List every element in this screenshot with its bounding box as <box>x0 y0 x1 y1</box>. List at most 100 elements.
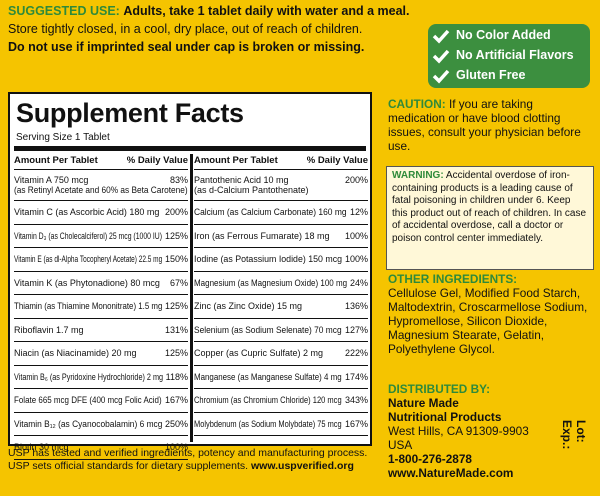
nutrient-text: Biotin 30 mcg <box>14 442 69 453</box>
nutrient-row: Magnesium (as Magnesium Oxide) 100 mg 24% <box>194 272 368 295</box>
lot-exp: Lot: Exp.: <box>560 420 594 470</box>
phone: 1-800-276-2878 <box>388 452 472 466</box>
daily-value: 100% <box>164 442 188 453</box>
daily-value: 125% <box>164 348 188 359</box>
facts-column: Amount Per Tablet % Daily Value Vitamin A … <box>14 154 188 460</box>
suggested-use: SUGGESTED USE: Adults, take 1 tablet dai… <box>8 4 410 18</box>
facts-title: Supplement Facts <box>16 98 244 128</box>
claims-box <box>428 24 590 88</box>
nutrient-text: Vitamin E (as dl-Alpha Tocopheryl Acetat… <box>14 254 162 265</box>
column-header: Amount Per Tablet % Daily Value <box>14 154 188 170</box>
nutrient-text: Niacin (as Niacinamide) 20 mg <box>14 348 137 359</box>
web: www.NatureMade.com <box>388 466 514 480</box>
nutrient-name: Vitamin K (as Phytonadione) 80 mcg <box>14 278 167 288</box>
nutrient-name: Vitamin B₆ (as Pyridoxine Hydrochloride)… <box>14 372 163 382</box>
nutrient-line: Zinc (as Zinc Oxide) 15 mg 136% <box>194 301 368 311</box>
nutrient-name: Calcium (as Calcium Carbonate) 160 mg <box>194 207 347 217</box>
nutrient-text: Vitamin K (as Phytonadione) 80 mcg <box>14 277 160 288</box>
nutrient-row: Riboflavin 1.7 mg 131% <box>14 319 188 342</box>
daily-value: 125% <box>164 230 188 241</box>
nutrient-name: Zinc (as Zinc Oxide) 15 mg <box>194 301 342 311</box>
nutrient-text: Vitamin C (as Ascorbic Acid) 180 mg <box>14 207 160 218</box>
nutrient-line: Copper (as Cupric Sulfate) 2 mg 222% <box>194 348 368 358</box>
nutrient-name: Thiamin (as Thiamine Mononitrate) 1.5 mg <box>14 301 162 311</box>
nutrient-row: Calcium (as Calcium Carbonate) 160 mg 12% <box>194 201 368 225</box>
nutrient-text: Thiamin (as Thiamine Mononitrate) 1.5 mg <box>14 301 162 312</box>
warning-box: WARNING: Accidental overdose of iron-con… <box>386 166 594 270</box>
daily-value: 100% <box>344 230 368 241</box>
text: Adults, take 1 tablet daily with water a… <box>123 4 410 18</box>
nutrient-text: Pantothenic Acid 10 mg <box>194 175 289 185</box>
nutrient-text: Iron (as Ferrous Fumarate) 18 mg <box>194 230 330 241</box>
daily-value: 150% <box>164 254 188 265</box>
nutrient-name: Biotin 30 mcg <box>14 442 162 452</box>
daily-value: 83% <box>169 175 188 185</box>
nutrient-row: Niacin (as Niacinamide) 20 mg 125% <box>14 342 188 366</box>
nutrient-row: Copper (as Cupric Sulfate) 2 mg 222% <box>194 342 368 366</box>
nutrient-line: Vitamin A 750 mcg 83% <box>14 175 188 185</box>
nutrient-name: Riboflavin 1.7 mg <box>14 325 162 335</box>
label: CAUTION: <box>388 97 446 111</box>
nutrient-row: Selenium (as Sodium Selenate) 70 mcg 127% <box>194 319 368 342</box>
nutrient-name: Niacin (as Niacinamide) 20 mg <box>14 348 162 358</box>
nutrient-row: Iron (as Ferrous Fumarate) 18 mg 100% <box>194 225 368 248</box>
supplement-facts: Supplement Facts Serving Size 1 Tablet A… <box>8 92 372 460</box>
nutrient-name: Vitamin D₃ (as Cholecalciferol) 25 mcg (… <box>14 231 162 241</box>
nutrient-line: Chromium (as Chromium Chloride) 120 mcg 3… <box>194 395 368 405</box>
name: Nature Made <box>388 396 459 410</box>
daily-value: 12% <box>349 207 368 218</box>
source-text: (as d-Calcium Pantothenate) <box>194 185 309 195</box>
distributor: DISTRIBUTED BY: Nature Made Nutritional … <box>388 382 593 480</box>
text: If you are taking medication or have blo… <box>388 97 581 153</box>
nutrient-name: Vitamin A 750 mcg <box>14 175 167 185</box>
nutrient-row: Vitamin E (as dl-Alpha Tocopheryl Acetat… <box>14 248 188 272</box>
facts-column: Amount Per Tablet % Daily Value Pantotheni… <box>194 154 368 436</box>
nutrient-line: Thiamin (as Thiamine Mononitrate) 1.5 mg… <box>14 301 188 311</box>
daily-value: 167% <box>164 395 188 406</box>
nutrient-name: Molybdenum (as Sodium Molybdate) 75 mcg <box>194 419 342 429</box>
nutrient-name: Vitamin E (as dl-Alpha Tocopheryl Acetat… <box>14 254 162 264</box>
nutrient-line: Biotin 30 mcg 100% <box>14 442 188 452</box>
nutrient-text: Copper (as Cupric Sulfate) 2 mg <box>194 348 324 359</box>
daily-value: 125% <box>164 301 188 312</box>
label: WARNING: <box>392 170 444 181</box>
daily-value: 343% <box>344 395 368 406</box>
claim: Gluten Free <box>456 68 526 82</box>
nutrient-name: Pantothenic Acid 10 mg <box>194 175 342 185</box>
nutrient-row: Molybdenum (as Sodium Molybdate) 75 mcg 1… <box>194 413 368 436</box>
claims: No Color Added No Artificial Flavors Glute… <box>456 27 574 87</box>
nutrient-name: Copper (as Cupric Sulfate) 2 mg <box>194 348 342 358</box>
usp-line: USP sets official standards for dietary … <box>8 460 354 472</box>
nutrient-row: Folate 665 mcg DFE (400 mcg Folic Acid) 1… <box>14 389 188 413</box>
nutrient-name: Magnesium (as Magnesium Oxide) 100 mg <box>194 278 347 288</box>
nutrient-text: Molybdenum (as Sodium Molybdate) 75 mcg <box>194 418 342 429</box>
nutrient-row: Vitamin K (as Phytonadione) 80 mcg 67% <box>14 272 188 295</box>
nutrient-row: Pantothenic Acid 10 mg 200% (as d-Calcium … <box>194 170 368 201</box>
name: Nutritional Products <box>388 410 502 424</box>
nutrient-name: Vitamin C (as Ascorbic Acid) 180 mg <box>14 207 162 217</box>
nutrient-text: Vitamin B₆ (as Pyridoxine Hydrochloride)… <box>14 371 163 382</box>
text: Cellulose Gel, Modified Food Starch, Mal… <box>388 286 588 356</box>
nutrient-row: Vitamin A 750 mcg 83% (as Retinyl Acetate … <box>14 170 188 201</box>
nutrient-line: Magnesium (as Magnesium Oxide) 100 mg 24% <box>194 278 368 288</box>
nutrient-line: Molybdenum (as Sodium Molybdate) 75 mcg 1… <box>194 419 368 429</box>
daily-value: 127% <box>344 324 368 335</box>
rule <box>14 146 366 151</box>
claim: No Color Added <box>456 28 551 42</box>
daily-value: 167% <box>344 418 368 429</box>
nutrient-row: Zinc (as Zinc Oxide) 15 mg 136% <box>194 295 368 319</box>
nutrient-row: Vitamin B₁₂ (as Cyanocobalamin) 6 mcg 250… <box>14 413 188 436</box>
daily-value: 200% <box>344 175 368 185</box>
usp-line: USP has tested and verified ingredients,… <box>8 447 368 459</box>
header-dv: % Daily Value <box>306 155 368 166</box>
nutrient-name: Manganese (as Manganese Sulfate) 4 mg <box>194 372 342 382</box>
nutrient-line: Iron (as Ferrous Fumarate) 18 mg 100% <box>194 231 368 241</box>
nutrient-source: (as Retinyl Acetate and 60% as Beta Caro… <box>14 185 188 195</box>
nutrient-name: Chromium (as Chromium Chloride) 120 mcg <box>194 395 342 405</box>
nutrient-line: Iodine (as Potassium Iodide) 150 mcg 100% <box>194 254 368 264</box>
daily-value: 67% <box>169 277 188 288</box>
nutrient-line: Folate 665 mcg DFE (400 mcg Folic Acid) 1… <box>14 395 188 405</box>
nutrient-text: Magnesium (as Magnesium Oxide) 100 mg <box>194 277 347 288</box>
nutrient-line: Vitamin B₁₂ (as Cyanocobalamin) 6 mcg 250… <box>14 419 188 429</box>
